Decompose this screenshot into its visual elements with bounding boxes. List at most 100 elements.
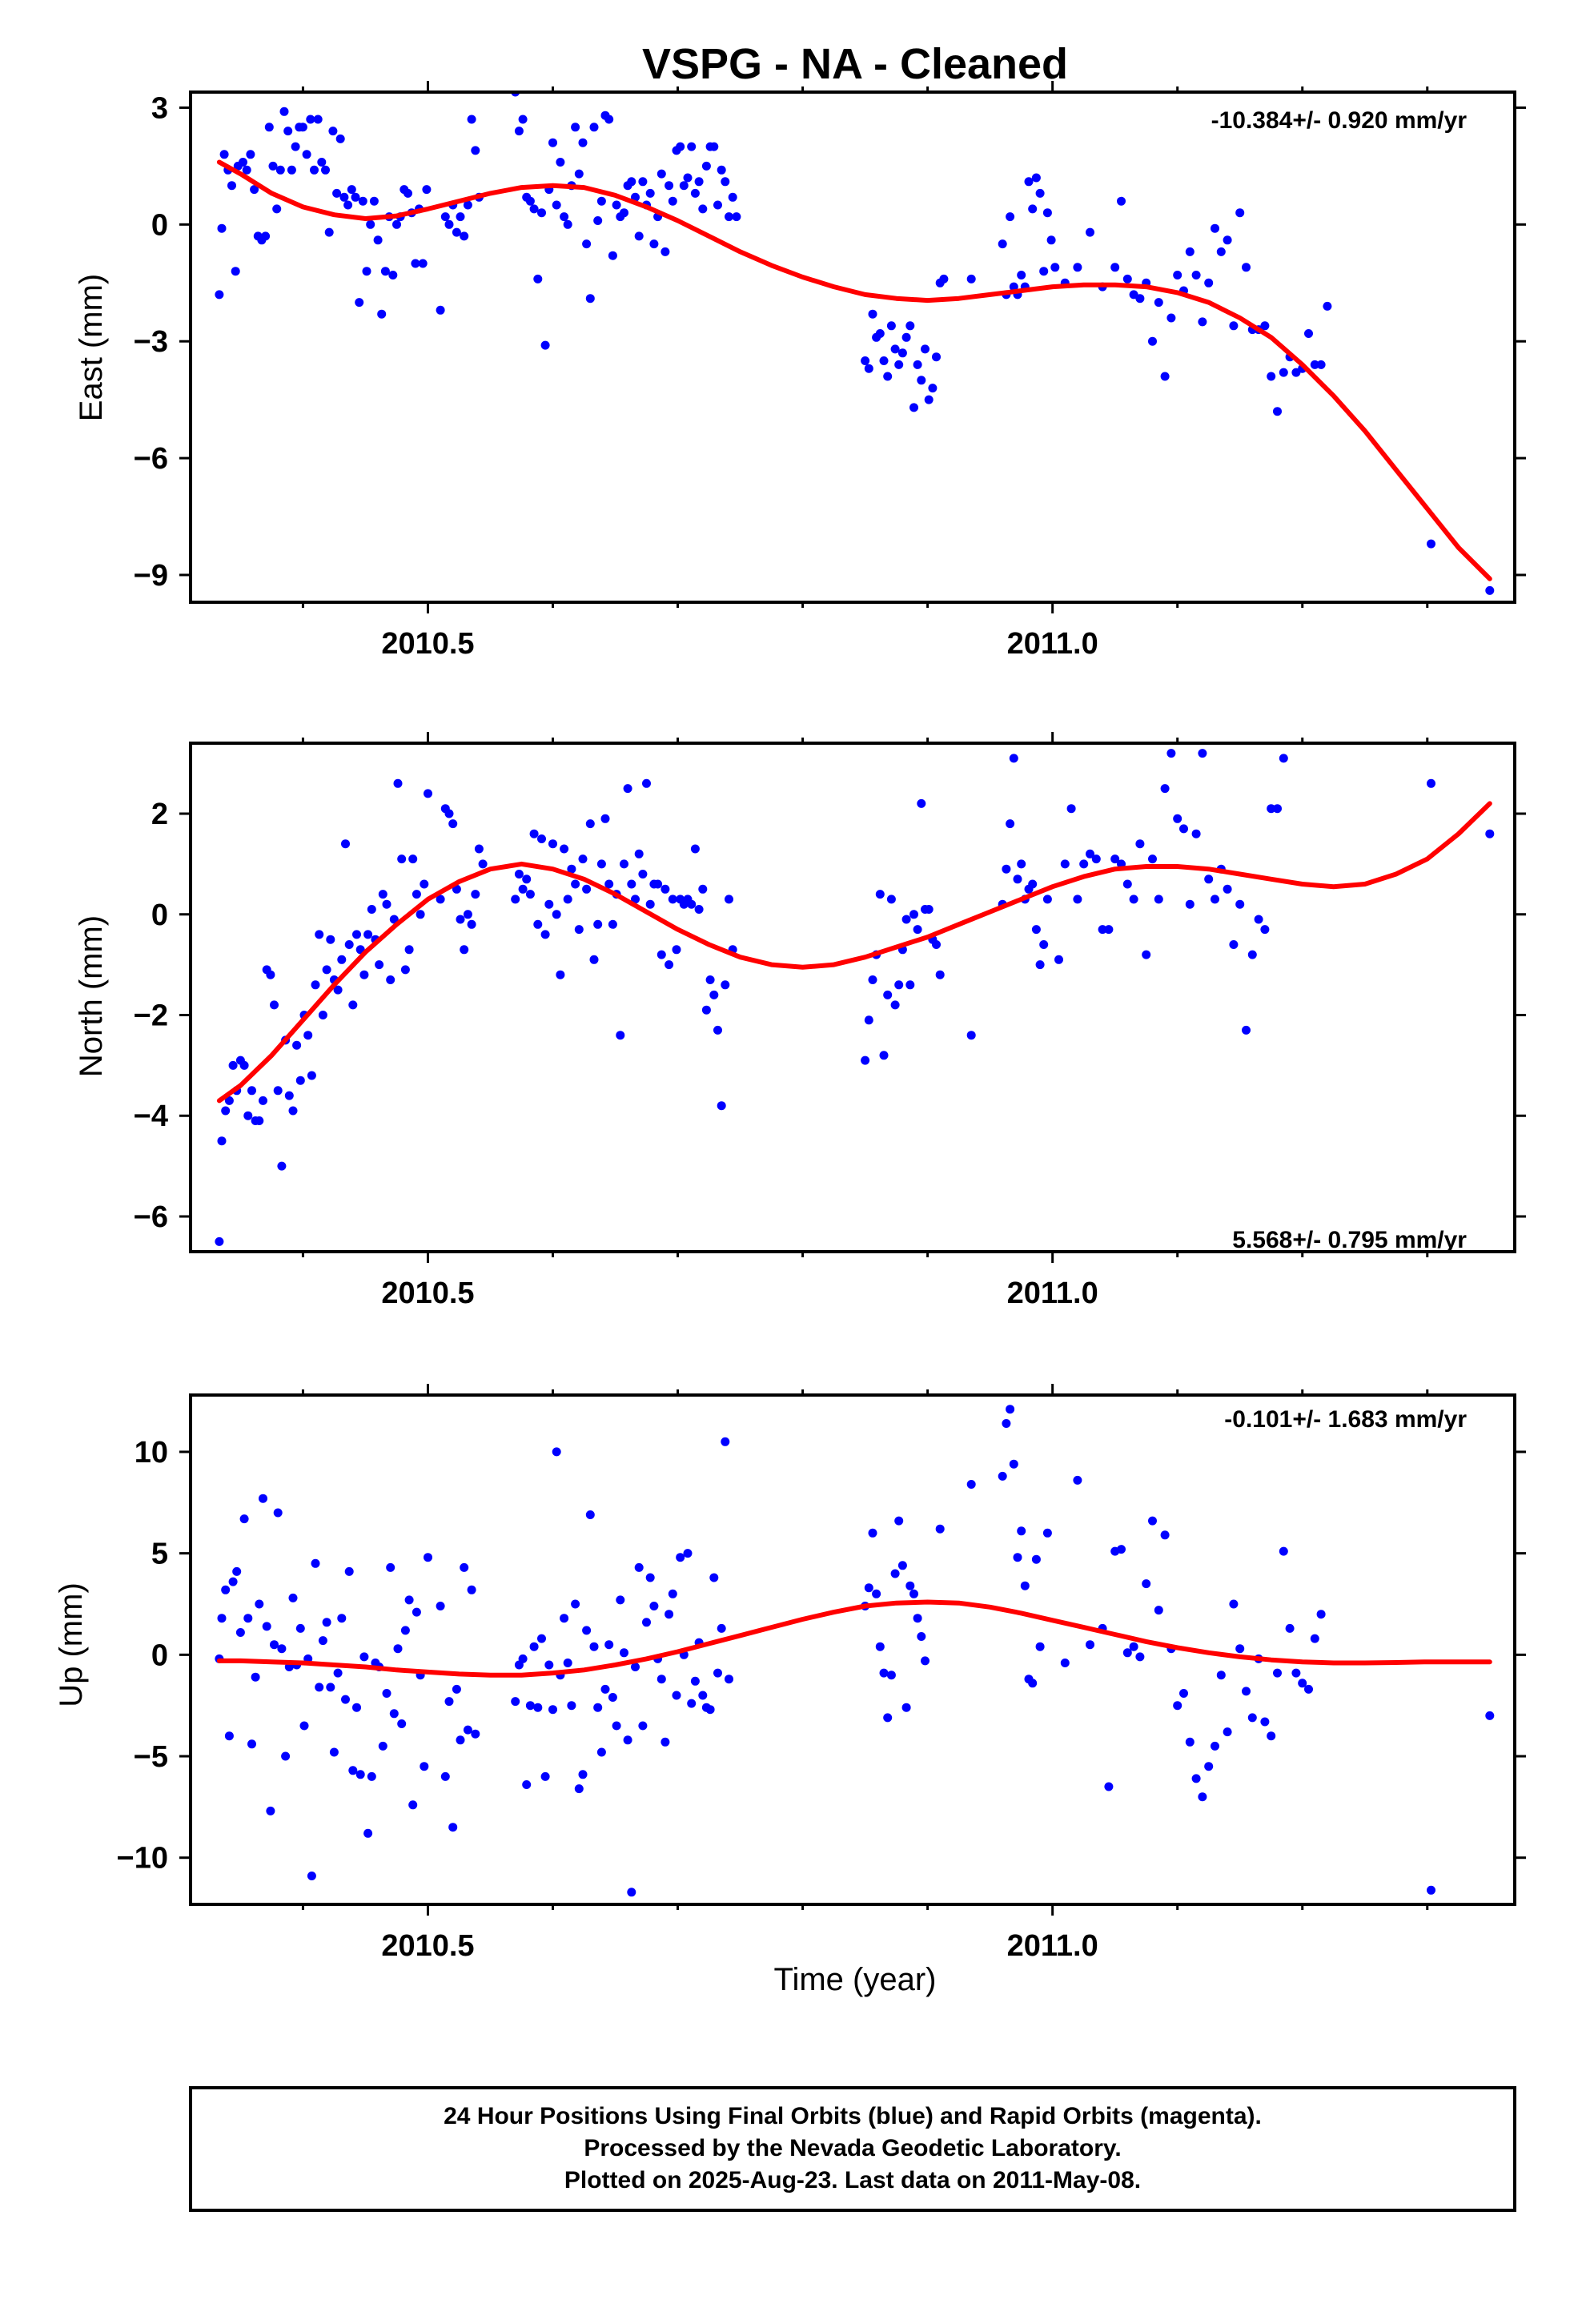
east-data-point	[452, 227, 461, 237]
north-data-point	[552, 910, 561, 919]
east-data-point	[612, 200, 621, 210]
east-data-point	[574, 169, 584, 179]
east-data-point	[1316, 360, 1326, 369]
up-data-point	[518, 1654, 528, 1663]
up-data-point	[326, 1683, 335, 1692]
east-data-point	[463, 200, 472, 210]
east-data-point	[1485, 585, 1495, 595]
up-data-point	[1204, 1762, 1214, 1771]
up-data-point	[1185, 1737, 1195, 1747]
east-data-point	[861, 356, 870, 365]
up-data-point	[359, 1652, 369, 1662]
east-data-point	[440, 212, 450, 222]
up-data-point	[329, 1747, 339, 1757]
footer-line-3: Plotted on 2025-Aug-23. Last data on 201…	[564, 2167, 1141, 2193]
north-data-point	[1154, 895, 1163, 904]
up-data-point	[585, 1510, 595, 1519]
north-data-point	[288, 1106, 298, 1116]
north-data-point	[471, 890, 480, 899]
up-data-point	[522, 1780, 532, 1789]
up-data-point	[1142, 1579, 1151, 1589]
east-data-point	[1235, 208, 1245, 218]
north-data-point	[935, 970, 945, 979]
north-data-point	[672, 945, 681, 955]
north-data-point	[638, 870, 648, 879]
up-data-point	[879, 1668, 889, 1678]
east-data-point	[358, 196, 367, 206]
north-data-point	[604, 879, 614, 889]
north-data-point	[1035, 960, 1045, 970]
north-data-point	[556, 970, 565, 979]
east-data-point	[268, 161, 278, 171]
north-data-point	[642, 778, 651, 788]
north-data-point	[1235, 899, 1245, 909]
east-data-point	[242, 165, 251, 175]
east-data-point	[1046, 235, 1056, 245]
up-data-point	[393, 1644, 403, 1654]
east-y-tick-label: 3	[151, 91, 168, 125]
up-data-point	[1316, 1610, 1326, 1619]
east-data-point	[291, 142, 300, 151]
up-y-tick-label: 5	[151, 1538, 168, 1571]
east-data-point	[317, 158, 327, 167]
up-plot-frame	[189, 1393, 1516, 1906]
east-data-point	[883, 372, 893, 381]
up-data-point	[529, 1642, 539, 1651]
up-data-point	[1216, 1671, 1226, 1680]
east-data-point	[467, 115, 476, 124]
up-data-point	[1020, 1581, 1030, 1590]
north-data-point	[1148, 854, 1157, 864]
east-data-point	[362, 267, 371, 276]
north-data-point	[1009, 754, 1018, 763]
north-data-point	[721, 980, 730, 990]
north-data-point	[1260, 925, 1270, 935]
north-data-point	[386, 975, 396, 984]
north-data-point	[460, 945, 469, 955]
east-data-point	[627, 177, 636, 187]
east-data-point	[578, 138, 588, 147]
up-data-point	[1148, 1516, 1157, 1526]
north-data-point	[661, 884, 670, 894]
up-data-point	[463, 1725, 472, 1735]
north-data-point	[1086, 849, 1094, 858]
north-data-point	[1104, 925, 1114, 935]
north-data-point	[1073, 895, 1082, 904]
up-data-point	[683, 1549, 693, 1558]
north-data-point	[273, 1086, 283, 1096]
footer-box: 24 Hour Positions Using Final Orbits (bl…	[189, 2086, 1516, 2212]
east-data-point	[661, 247, 670, 256]
north-data-point	[875, 890, 885, 899]
up-data-point	[1291, 1668, 1301, 1678]
up-data-point	[247, 1739, 256, 1749]
east-data-point	[890, 344, 900, 354]
north-data-point	[1191, 829, 1201, 838]
east-data-point	[351, 192, 360, 202]
east-data-point	[552, 200, 561, 210]
east-x-tick-label: 2010.5	[381, 627, 474, 661]
north-data-point	[326, 935, 335, 944]
up-data-point	[1242, 1687, 1251, 1696]
east-data-point	[676, 142, 685, 151]
east-data-point	[436, 305, 445, 315]
up-data-point	[259, 1494, 267, 1503]
north-data-point	[585, 819, 595, 829]
east-data-point	[694, 177, 704, 187]
east-data-point	[1024, 177, 1034, 187]
north-data-point	[540, 930, 550, 939]
north-data-point	[420, 879, 429, 889]
up-y-tick-label: −5	[134, 1740, 168, 1774]
north-data-point	[1160, 784, 1170, 794]
north-data-point	[344, 940, 354, 949]
east-data-point	[713, 200, 722, 210]
east-data-point	[917, 376, 926, 385]
north-data-point	[1204, 875, 1214, 884]
up-data-point	[631, 1663, 640, 1671]
up-data-point	[235, 1628, 245, 1637]
east-data-point	[1110, 263, 1120, 272]
north-data-point	[292, 1040, 302, 1050]
up-data-point	[656, 1675, 666, 1684]
north-data-point	[259, 1096, 267, 1105]
up-data-point	[378, 1741, 387, 1751]
up-data-point	[1198, 1792, 1207, 1802]
up-data-point	[344, 1566, 354, 1576]
